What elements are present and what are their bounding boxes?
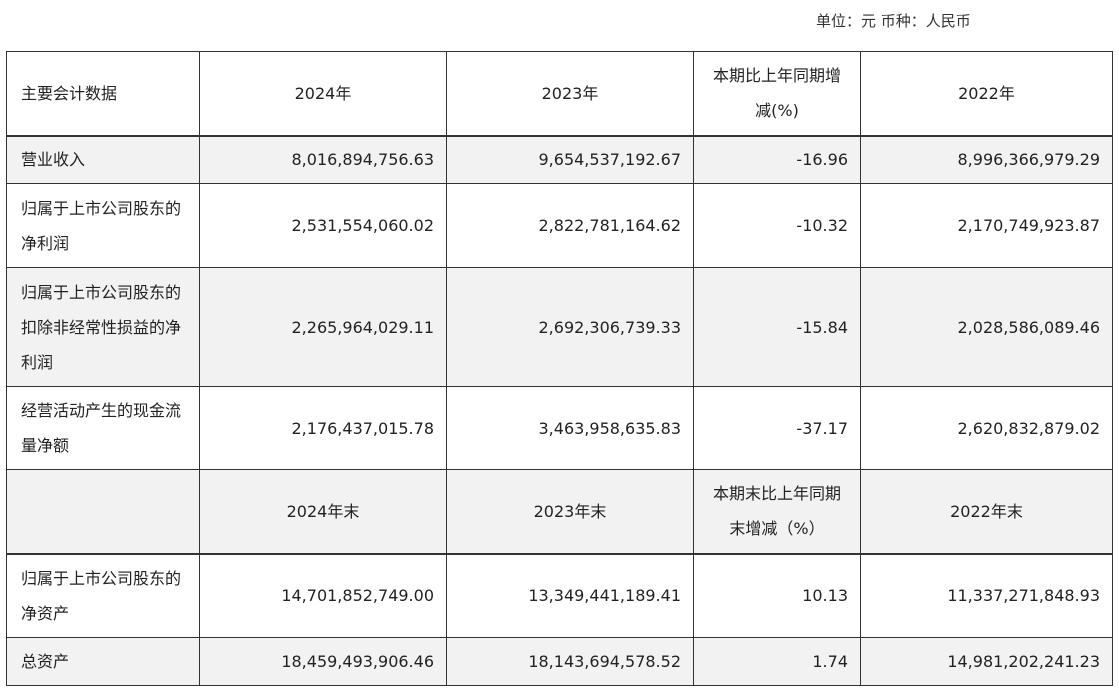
subheader-change: 本期末比上年同期末增减（%）: [693, 469, 861, 555]
table-row: 归属于上市公司股东的净利润 2,531,554,060.02 2,822,781…: [6, 183, 1113, 268]
cell-change: -10.32: [693, 183, 861, 268]
row-label: 总资产: [6, 637, 200, 686]
cell-2024: 18,459,493,906.46: [199, 637, 447, 686]
header-2024: 2024年: [199, 51, 447, 137]
cell-change: 1.74: [693, 637, 861, 686]
cell-2023: 13,349,441,189.41: [446, 553, 694, 638]
cell-2024: 2,265,964,029.11: [199, 267, 447, 387]
cell-2022: 14,981,202,241.23: [860, 637, 1113, 686]
cell-2023: 18,143,694,578.52: [446, 637, 694, 686]
table-header-row: 主要会计数据 2024年 2023年 本期比上年同期增减(%) 2022年: [6, 51, 1113, 137]
cell-2024: 8,016,894,756.63: [199, 135, 447, 184]
table-subheader-row: 2024年末 2023年末 本期末比上年同期末增减（%） 2022年末: [6, 469, 1113, 555]
subheader-2023-end: 2023年末: [446, 469, 694, 555]
cell-2023: 3,463,958,635.83: [446, 386, 694, 470]
row-label: 经营活动产生的现金流量净额: [6, 386, 200, 470]
cell-2023: 2,692,306,739.33: [446, 267, 694, 387]
subheader-2024-end: 2024年末: [199, 469, 447, 555]
cell-2022: 2,028,586,089.46: [860, 267, 1113, 387]
subheader-label: [6, 469, 200, 555]
row-label: 归属于上市公司股东的净利润: [6, 183, 200, 268]
table-row: 归属于上市公司股东的净资产 14,701,852,749.00 13,349,4…: [6, 553, 1113, 638]
header-2023: 2023年: [446, 51, 694, 137]
cell-2022: 2,170,749,923.87: [860, 183, 1113, 268]
header-change: 本期比上年同期增减(%): [693, 51, 861, 137]
cell-2022: 8,996,366,979.29: [860, 135, 1113, 184]
cell-2022: 11,337,271,848.93: [860, 553, 1113, 638]
cell-change: -15.84: [693, 267, 861, 387]
unit-note: 单位：元 币种：人民币: [816, 12, 971, 30]
row-label: 归属于上市公司股东的净资产: [6, 553, 200, 638]
table-row: 总资产 18,459,493,906.46 18,143,694,578.52 …: [6, 637, 1113, 686]
cell-change: 10.13: [693, 553, 861, 638]
financial-data-table: 主要会计数据 2024年 2023年 本期比上年同期增减(%) 2022年 营业…: [6, 51, 1113, 686]
header-2022: 2022年: [860, 51, 1113, 137]
cell-2023: 9,654,537,192.67: [446, 135, 694, 184]
cell-change: -37.17: [693, 386, 861, 470]
cell-2024: 2,531,554,060.02: [199, 183, 447, 268]
cell-change: -16.96: [693, 135, 861, 184]
cell-2022: 2,620,832,879.02: [860, 386, 1113, 470]
row-label: 归属于上市公司股东的扣除非经常性损益的净利润: [6, 267, 200, 387]
subheader-2022-end: 2022年末: [860, 469, 1113, 555]
cell-2024: 14,701,852,749.00: [199, 553, 447, 638]
table-row: 归属于上市公司股东的扣除非经常性损益的净利润 2,265,964,029.11 …: [6, 267, 1113, 387]
header-label: 主要会计数据: [6, 51, 200, 137]
table-row: 营业收入 8,016,894,756.63 9,654,537,192.67 -…: [6, 135, 1113, 184]
table-row: 经营活动产生的现金流量净额 2,176,437,015.78 3,463,958…: [6, 386, 1113, 470]
cell-2024: 2,176,437,015.78: [199, 386, 447, 470]
cell-2023: 2,822,781,164.62: [446, 183, 694, 268]
row-label: 营业收入: [6, 135, 200, 184]
